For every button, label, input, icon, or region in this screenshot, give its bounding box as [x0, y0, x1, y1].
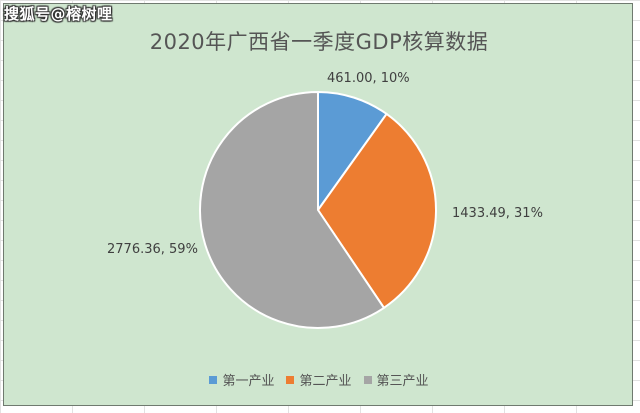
pie-slice-secondary[interactable]	[316, 112, 437, 310]
legend-label-primary: 第一产业	[222, 374, 275, 389]
data-label-tertiary: 2776.36, 59%	[107, 242, 198, 257]
chart-legend: 第一产业 第二产业 第三产业	[4, 370, 634, 389]
legend-swatch-primary	[209, 375, 218, 384]
data-label-primary: 461.00, 10%	[327, 71, 410, 86]
legend-label-secondary: 第二产业	[299, 374, 352, 389]
legend-swatch-secondary	[286, 375, 295, 384]
chart-area[interactable]: 2020年广西省一季度GDP核算数据 461.00, 10% 1433.49, …	[3, 3, 633, 406]
legend-swatch-tertiary	[363, 375, 372, 384]
pie-slice-primary[interactable]	[317, 90, 388, 214]
legend-item-primary: 第一产业	[209, 370, 274, 389]
legend-item-tertiary: 第三产业	[363, 370, 429, 389]
legend-item-secondary: 第二产业	[286, 370, 352, 389]
legend-label-tertiary: 第三产业	[376, 374, 429, 389]
pie-slice-tertiary[interactable]	[199, 90, 386, 329]
chart-title: 2020年广西省一季度GDP核算数据	[149, 30, 489, 54]
watermark-text: 搜狐号@榕树哩	[4, 5, 113, 23]
data-label-secondary: 1433.49, 31%	[452, 206, 543, 221]
pie-chart-plot	[199, 90, 437, 329]
